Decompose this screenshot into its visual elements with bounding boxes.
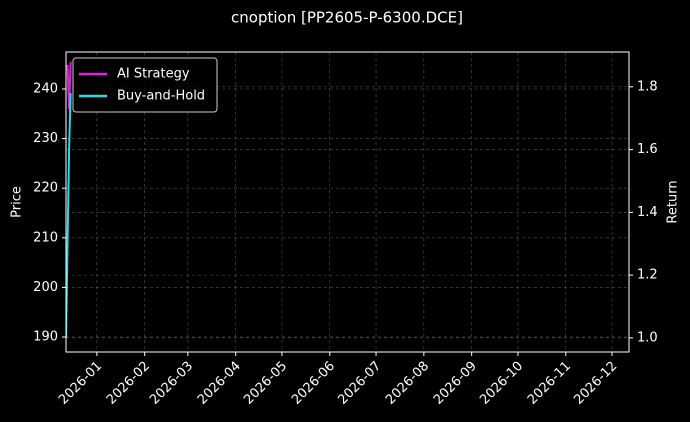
y-tick-label: 240	[33, 82, 58, 97]
series-line	[66, 61, 72, 109]
y-tick-label: 230	[33, 131, 58, 146]
y2-tick-label: 1.4	[637, 205, 658, 220]
y2-tick-label: 1.6	[637, 142, 658, 157]
y2-tick-label: 1.0	[637, 330, 658, 345]
y-tick-label: 190	[33, 330, 58, 345]
legend-label: Buy-and-Hold	[117, 89, 205, 104]
series-line	[66, 93, 72, 338]
legend-box	[72, 57, 218, 113]
y2-tick-label: 1.8	[637, 79, 658, 94]
plot-frame	[65, 51, 630, 353]
chart-title: cnoption [PP2605-P-6300.DCE]	[231, 9, 463, 27]
y-tick-label: 210	[33, 230, 58, 245]
y-axis-label: Price	[10, 186, 25, 218]
y-tick-label: 200	[33, 280, 58, 295]
legend-label: AI Strategy	[117, 67, 190, 82]
y2-axis-label: Return	[666, 180, 681, 223]
y2-tick-label: 1.2	[637, 268, 658, 283]
y-tick-label: 220	[33, 181, 58, 196]
